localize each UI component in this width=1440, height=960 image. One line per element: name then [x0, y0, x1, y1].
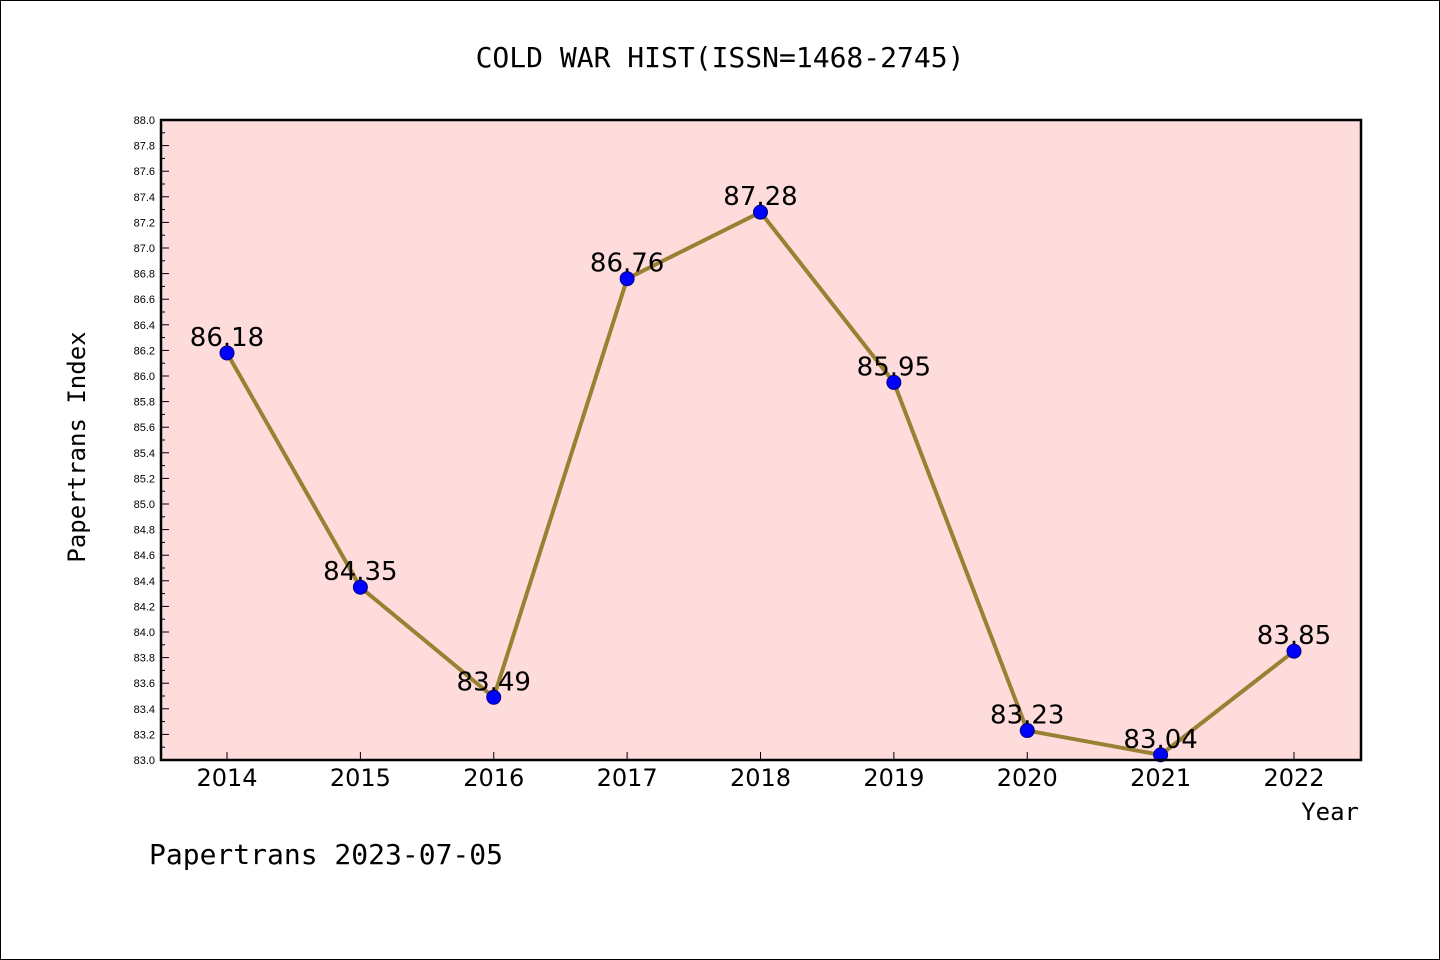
data-point [886, 374, 902, 390]
y-tick-label: 83.4 [134, 704, 155, 716]
data-label: 83.23 [990, 701, 1064, 731]
data-label: 86.18 [190, 323, 264, 353]
x-tick-label: 2015 [330, 764, 391, 792]
data-point [352, 579, 368, 595]
y-tick-label: 86.0 [134, 371, 155, 383]
data-point [1019, 723, 1035, 739]
y-tick-label: 83.6 [134, 678, 155, 690]
y-tick-label: 84.4 [134, 576, 155, 588]
data-point [219, 345, 235, 361]
plot-frame [159, 118, 1363, 762]
y-tick-label: 85.6 [134, 422, 155, 434]
data-point [753, 204, 768, 220]
y-tick-label: 86.8 [134, 269, 155, 281]
x-tick-label: 2018 [730, 764, 791, 792]
y-tick-label: 86.2 [134, 345, 155, 357]
y-tick-label: 85.0 [134, 499, 155, 511]
y-axis: 83.0 83.2 83.4 83.6 83.8 84.0 84.2 84.4 84.6 84.8… [134, 115, 169, 767]
data-point [619, 271, 635, 287]
footer-text: Papertrans 2023-07-05 [149, 838, 503, 871]
x-tick-label: 2019 [863, 764, 924, 792]
y-tick-label: 88.0 [134, 115, 155, 127]
x-tick-label: 2020 [997, 764, 1058, 792]
chart-title: COLD WAR HIST(ISSN=1468-2745) [476, 41, 965, 74]
y-tick-label: 85.2 [134, 473, 155, 485]
x-tick-label: 2017 [597, 764, 658, 792]
data-point [1153, 747, 1169, 763]
y-tick-label: 87.4 [134, 192, 155, 204]
x-axis-label: Year [1301, 798, 1359, 826]
y-tick-label: 85.8 [134, 397, 155, 409]
y-tick-label: 83.2 [134, 729, 155, 741]
x-tick-label: 2016 [463, 764, 524, 792]
data-point [486, 689, 502, 705]
data-label: 84.35 [323, 557, 397, 587]
y-tick-label: 83.0 [134, 755, 155, 767]
x-tick-label: 2014 [196, 764, 257, 792]
y-tick-label: 87.0 [134, 243, 155, 255]
y-tick-label: 84.0 [134, 627, 155, 639]
data-label: 83.85 [1257, 621, 1331, 651]
x-tick-label: 2021 [1130, 764, 1191, 792]
y-tick-label: 86.4 [134, 320, 155, 332]
y-tick-label: 84.6 [134, 550, 155, 562]
y-tick-label: 83.8 [134, 653, 155, 665]
plot-area [161, 120, 1361, 760]
y-axis-label: Papertrans Index [63, 331, 91, 562]
y-tick-label: 87.2 [134, 217, 155, 229]
data-label: 83.04 [1123, 725, 1197, 755]
y-tick-label: 86.6 [134, 294, 155, 306]
data-label: 83.49 [457, 667, 531, 697]
y-tick-label: 84.2 [134, 601, 155, 613]
y-tick-label: 87.8 [134, 141, 155, 153]
series-layer [219, 204, 1302, 763]
data-label: 87.28 [723, 182, 797, 212]
data-label: 85.95 [857, 352, 931, 382]
y-tick-label: 87.6 [134, 166, 155, 178]
data-labels: 86.18 84.35 83.49 86.76 87.28 85.95 83.23 83.04… [190, 182, 1331, 755]
y-tick-label: 84.8 [134, 525, 155, 537]
y-tick-label: 85.4 [134, 448, 155, 460]
x-tick-label: 2022 [1263, 764, 1324, 792]
data-point [1286, 643, 1302, 659]
x-axis: 2014 2015 2016 2017 2018 2019 2020 2021 2022 [196, 752, 1325, 792]
data-label: 86.76 [590, 249, 664, 279]
